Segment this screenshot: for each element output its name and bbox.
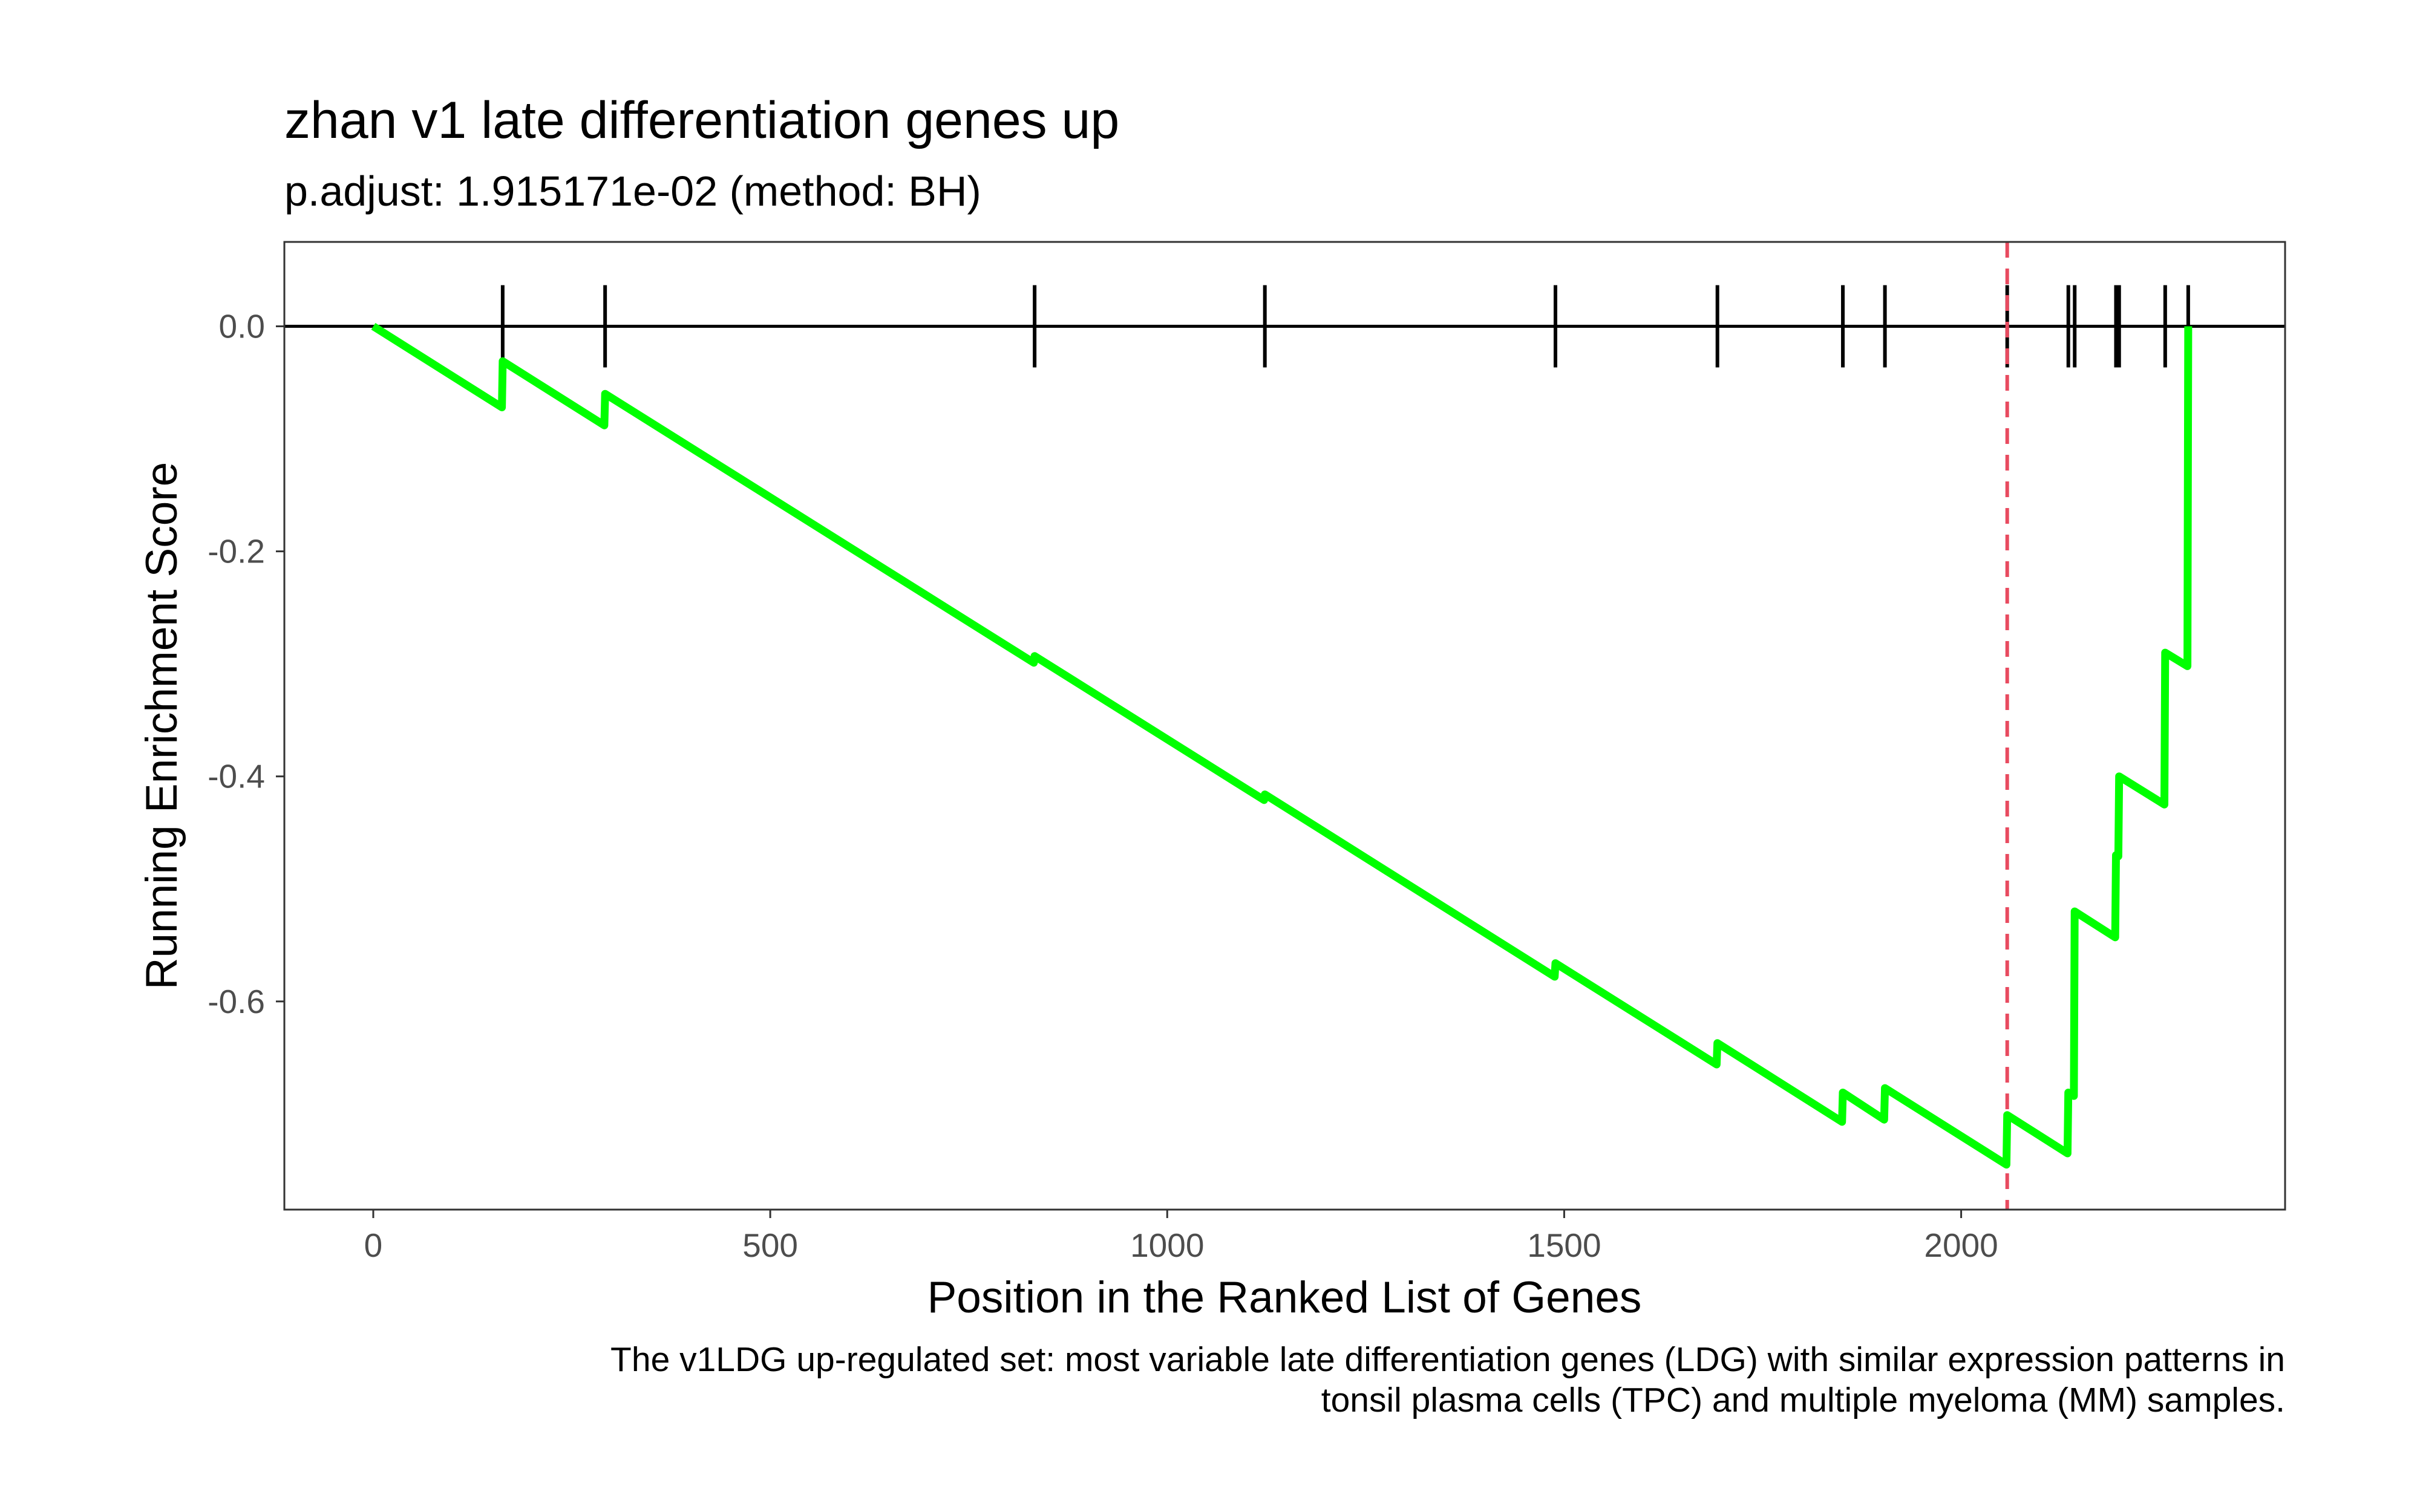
x-tick-label: 0 <box>364 1227 383 1264</box>
y-tick-label: -0.6 <box>208 983 265 1020</box>
x-axis: 0 500 1000 1500 2000 <box>364 1210 1998 1264</box>
panel-border <box>283 241 2286 1211</box>
y-axis-title: Running Enrichment Score <box>137 462 186 989</box>
x-tick-label: 1000 <box>1130 1227 1204 1264</box>
x-axis-title: Position in the Ranked List of Genes <box>927 1273 1642 1322</box>
x-tick-label: 2000 <box>1924 1227 1998 1264</box>
chart-title: zhan v1 late differentiation genes up <box>284 91 1119 149</box>
x-tick-label: 1500 <box>1527 1227 1601 1264</box>
y-tick-label: -0.4 <box>208 758 265 795</box>
x-tick-label: 500 <box>742 1227 798 1264</box>
panel-background <box>284 242 2285 1210</box>
enrichment-score-line <box>371 323 2193 1169</box>
caption-line: tonsil plasma cells (TPC) and multiple m… <box>1321 1381 2285 1419</box>
y-tick-label: 0.0 <box>219 308 265 345</box>
plot-panel <box>283 241 2286 1211</box>
chart-subtitle: p.adjust: 1.915171e-02 (method: BH) <box>284 168 981 215</box>
caption-line: The v1LDG up-regulated set: most variabl… <box>610 1340 2285 1379</box>
y-tick-label: -0.2 <box>208 533 265 570</box>
y-axis: 0.0 -0.2 -0.4 -0.6 <box>208 308 284 1020</box>
